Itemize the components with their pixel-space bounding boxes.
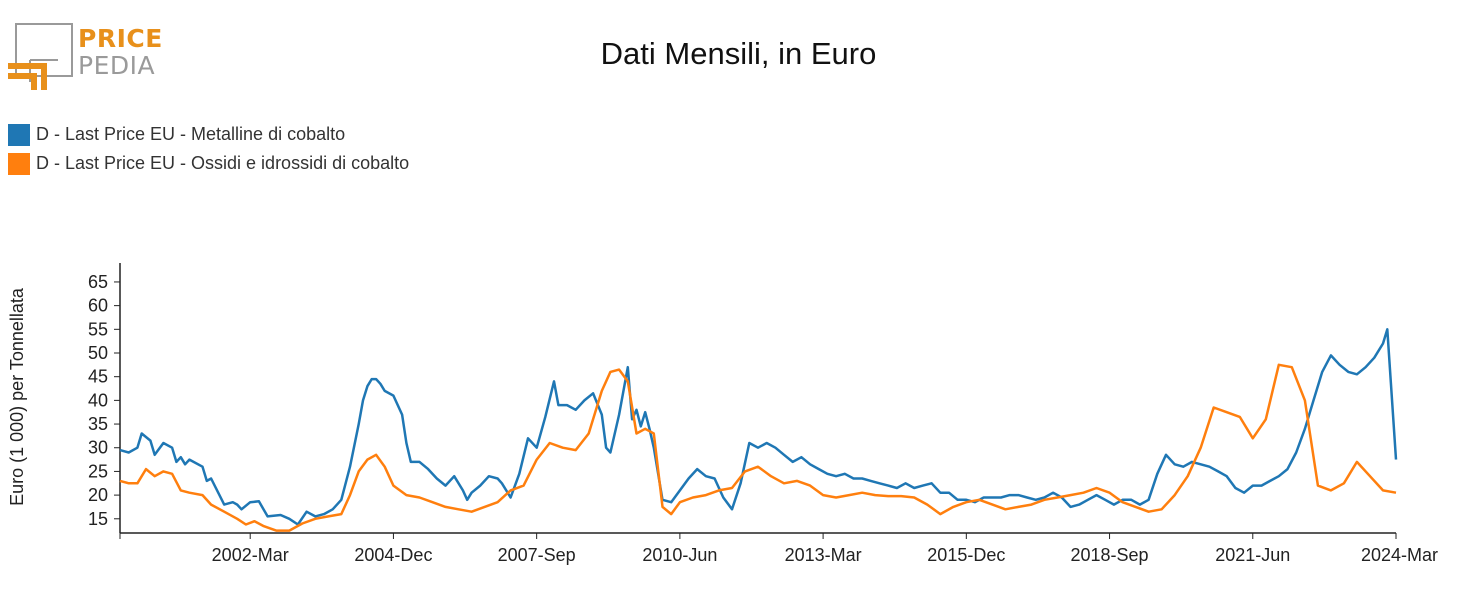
x-tick-label: 2007-Sep (498, 545, 576, 565)
legend-label-ossidi: D - Last Price EU - Ossidi e idrossidi d… (36, 153, 410, 173)
y-axis: 15 20 25 30 35 40 45 50 55 60 65 (88, 263, 121, 533)
legend: D - Last Price EU - Metalline di cobalto… (8, 120, 409, 178)
series-line-metalline (119, 328, 1398, 526)
y-tick-label: 45 (88, 367, 108, 387)
x-tick-label: 2015-Dec (927, 545, 1005, 565)
y-tick-label: 50 (88, 343, 108, 363)
legend-item-metalline[interactable]: D - Last Price EU - Metalline di cobalto (8, 120, 409, 149)
y-tick-label: 35 (88, 414, 108, 434)
y-tick-label: 20 (88, 485, 108, 505)
series-layer (119, 328, 1398, 532)
x-tick-label: 2010-Jun (642, 545, 717, 565)
y-tick-label: 30 (88, 438, 108, 458)
legend-item-ossidi[interactable]: D - Last Price EU - Ossidi e idrossidi d… (8, 149, 409, 178)
y-tick-label: 15 (88, 509, 108, 529)
x-tick-label: 2024-Mar (1361, 545, 1438, 565)
x-axis: 2002-Mar 2004-Dec 2007-Sep 2010-Jun 2013-Mar… (119, 532, 1438, 565)
legend-swatch-ossidi (8, 152, 30, 175)
logo-mark-icon (8, 23, 73, 90)
y-tick-label: 25 (88, 461, 108, 481)
x-tick-label: 2013-Mar (785, 545, 862, 565)
logo-text-price: PRICE (78, 24, 163, 53)
y-tick-label: 65 (88, 272, 108, 292)
y-tick-label: 60 (88, 296, 108, 316)
x-tick-label: 2021-Jun (1215, 545, 1290, 565)
series-line-ossidi (119, 363, 1397, 532)
y-axis-title: Euro (1 000) per Tonnellata (7, 287, 27, 506)
y-tick-label: 55 (88, 319, 108, 339)
logo-text-pedia: PEDIA (78, 51, 156, 80)
x-tick-label: 2004-Dec (354, 545, 432, 565)
legend-label-metalline: D - Last Price EU - Metalline di cobalto (36, 124, 346, 144)
x-tick-label: 2018-Sep (1071, 545, 1149, 565)
x-tick-label: 2002-Mar (212, 545, 289, 565)
pricepedia-logo: PRICE PEDIA (6, 20, 166, 95)
chart-title: Dati Mensili, in Euro (600, 36, 877, 71)
y-tick-label: 40 (88, 390, 108, 410)
legend-swatch-metalline (8, 123, 30, 146)
